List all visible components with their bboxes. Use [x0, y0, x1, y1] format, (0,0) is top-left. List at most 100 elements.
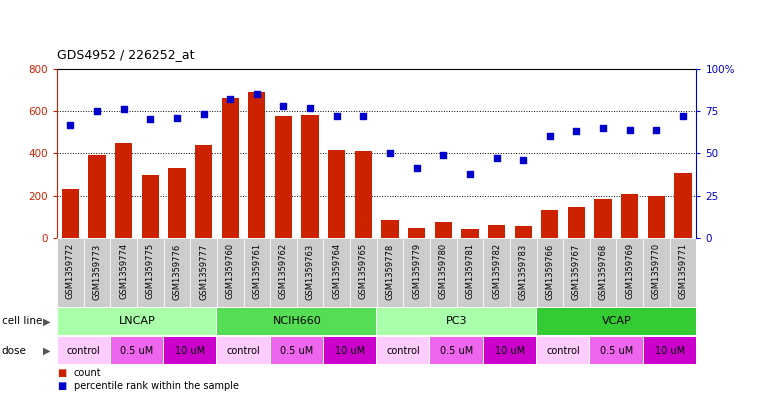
Point [250, 91, 263, 97]
Bar [190, 238, 217, 307]
Text: 10 uM: 10 uM [654, 346, 685, 356]
Bar [271, 338, 323, 364]
Bar [408, 228, 425, 238]
Bar [377, 238, 403, 307]
Bar [648, 195, 665, 238]
Bar [324, 338, 376, 364]
Bar [430, 238, 457, 307]
Bar [301, 115, 319, 238]
Point [304, 105, 317, 111]
Bar [244, 238, 270, 307]
Text: GSM1359770: GSM1359770 [652, 243, 661, 299]
Bar [275, 116, 292, 238]
Bar [643, 238, 670, 307]
Bar [248, 92, 266, 238]
Text: ■: ■ [57, 381, 66, 391]
Text: PC3: PC3 [446, 316, 467, 326]
Text: GSM1359767: GSM1359767 [572, 243, 581, 299]
Text: NCIH660: NCIH660 [272, 316, 321, 326]
Point [463, 171, 476, 177]
Bar [488, 225, 505, 238]
Text: GSM1359778: GSM1359778 [386, 243, 394, 299]
Bar [377, 338, 429, 364]
Bar [137, 238, 164, 307]
Point [571, 128, 583, 134]
Text: count: count [74, 368, 101, 378]
Point [411, 165, 423, 172]
Point [64, 121, 76, 128]
Bar [218, 338, 269, 364]
Point [224, 96, 236, 102]
Point [490, 155, 502, 162]
Text: ■: ■ [57, 368, 66, 378]
Point [145, 116, 157, 123]
Text: 0.5 uM: 0.5 uM [440, 346, 473, 356]
Text: control: control [546, 346, 580, 356]
Bar [670, 238, 696, 307]
Bar [164, 238, 190, 307]
Bar [537, 238, 563, 307]
Text: percentile rank within the sample: percentile rank within the sample [74, 381, 239, 391]
Text: GSM1359776: GSM1359776 [173, 243, 181, 299]
Text: 0.5 uM: 0.5 uM [280, 346, 314, 356]
Text: GSM1359782: GSM1359782 [492, 243, 501, 299]
Bar [195, 145, 212, 238]
Bar [403, 238, 430, 307]
Text: GDS4952 / 226252_at: GDS4952 / 226252_at [57, 48, 195, 61]
Bar [435, 222, 452, 238]
Bar [323, 238, 350, 307]
Bar [457, 238, 483, 307]
Bar [115, 143, 132, 238]
Point [117, 106, 129, 112]
Text: ▶: ▶ [43, 316, 50, 326]
Text: GSM1359774: GSM1359774 [119, 243, 128, 299]
Bar [616, 238, 643, 307]
Point [91, 108, 103, 114]
Bar [142, 175, 159, 238]
Bar [514, 226, 532, 238]
Bar [110, 238, 137, 307]
Bar [168, 168, 186, 238]
Text: GSM1359766: GSM1359766 [546, 243, 554, 299]
Bar [88, 155, 106, 238]
Text: GSM1359764: GSM1359764 [333, 243, 341, 299]
Text: control: control [387, 346, 420, 356]
Text: GSM1359768: GSM1359768 [599, 243, 607, 299]
Bar [297, 238, 323, 307]
Bar [537, 308, 696, 334]
Text: GSM1359763: GSM1359763 [306, 243, 314, 299]
Text: 0.5 uM: 0.5 uM [120, 346, 154, 356]
Bar [84, 238, 110, 307]
Point [330, 113, 342, 119]
Point [384, 150, 396, 156]
Text: GSM1359775: GSM1359775 [146, 243, 154, 299]
Bar [537, 338, 589, 364]
Bar [350, 238, 377, 307]
Bar [377, 308, 536, 334]
Bar [483, 238, 510, 307]
Point [357, 113, 369, 119]
Text: GSM1359761: GSM1359761 [253, 243, 261, 299]
Text: GSM1359780: GSM1359780 [439, 243, 447, 299]
Bar [58, 308, 216, 334]
Text: cell line: cell line [2, 316, 42, 326]
Point [624, 127, 636, 133]
Point [543, 133, 556, 140]
Text: GSM1359772: GSM1359772 [66, 243, 75, 299]
Text: ▶: ▶ [43, 346, 50, 356]
Bar [355, 151, 372, 238]
Text: dose: dose [2, 346, 27, 356]
Bar [164, 338, 216, 364]
Bar [674, 173, 692, 238]
Point [677, 113, 689, 119]
Text: VCAP: VCAP [601, 316, 632, 326]
Bar [644, 338, 696, 364]
Bar [541, 210, 559, 238]
Bar [484, 338, 536, 364]
Text: GSM1359773: GSM1359773 [93, 243, 101, 299]
Point [517, 157, 530, 163]
Text: GSM1359760: GSM1359760 [226, 243, 234, 299]
Text: GSM1359762: GSM1359762 [279, 243, 288, 299]
Point [198, 111, 210, 118]
Bar [62, 189, 79, 238]
